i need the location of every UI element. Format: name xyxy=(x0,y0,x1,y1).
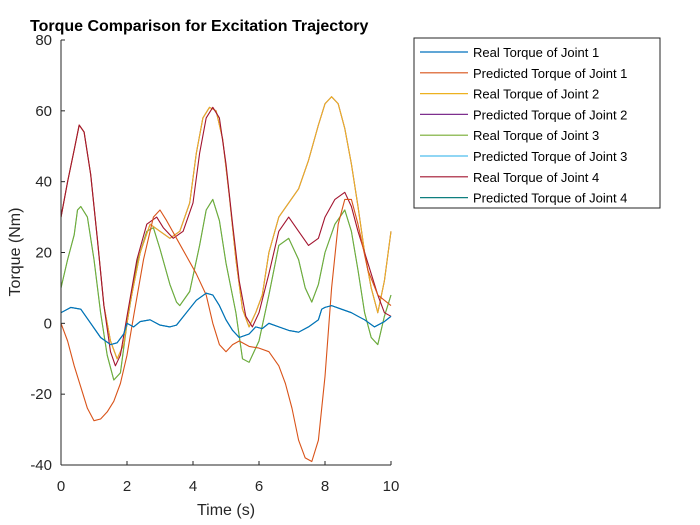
series-line-1 xyxy=(60,292,392,346)
y-tick-label: 60 xyxy=(35,103,52,120)
chart-title: Torque Comparison for Excitation Traject… xyxy=(30,18,369,35)
y-tick-label: -20 xyxy=(30,386,52,403)
ticks-layer: 0 2 4 6 8 10 -40 -20 0 20 40 60 80 xyxy=(30,32,399,495)
y-tick-label: -40 xyxy=(30,457,52,474)
x-tick-label: 10 xyxy=(383,478,400,495)
legend-box xyxy=(413,37,661,209)
x-tick-label: 8 xyxy=(321,478,329,495)
legend-label: Real Torque of Joint 1 xyxy=(473,45,599,60)
y-tick-label: 20 xyxy=(35,245,52,262)
x-axis-label: Time (s) xyxy=(197,502,255,519)
plot-background xyxy=(61,40,391,465)
legend-label: Predicted Torque of Joint 1 xyxy=(473,66,627,81)
y-tick-label: 40 xyxy=(35,174,52,191)
x-tick-label: 4 xyxy=(189,478,197,495)
plot-area: 0 2 4 6 8 10 -40 -20 0 20 40 60 80 xyxy=(30,32,399,495)
legend-label: Predicted Torque of Joint 2 xyxy=(473,107,627,122)
y-axis-label: Torque (Nm) xyxy=(7,208,24,297)
y-tick-label: 0 xyxy=(44,315,52,332)
legend: Real Torque of Joint 1 Predicted Torque o… xyxy=(413,37,661,209)
legend-label: Predicted Torque of Joint 4 xyxy=(473,191,627,206)
x-tick-label: 6 xyxy=(255,478,263,495)
legend-label: Predicted Torque of Joint 3 xyxy=(473,149,627,164)
series-line-7 xyxy=(60,106,392,367)
x-tick-label: 0 xyxy=(57,478,65,495)
legend-label: Real Torque of Joint 3 xyxy=(473,128,599,143)
legend-entries: Real Torque of Joint 1 Predicted Torque o… xyxy=(420,45,627,206)
x-tick-label: 2 xyxy=(123,478,131,495)
legend-label: Real Torque of Joint 2 xyxy=(473,87,599,102)
series-line-2 xyxy=(60,198,392,463)
series-layer xyxy=(60,96,392,463)
legend-label: Real Torque of Joint 4 xyxy=(473,170,599,185)
y-tick-label: 80 xyxy=(35,32,52,49)
